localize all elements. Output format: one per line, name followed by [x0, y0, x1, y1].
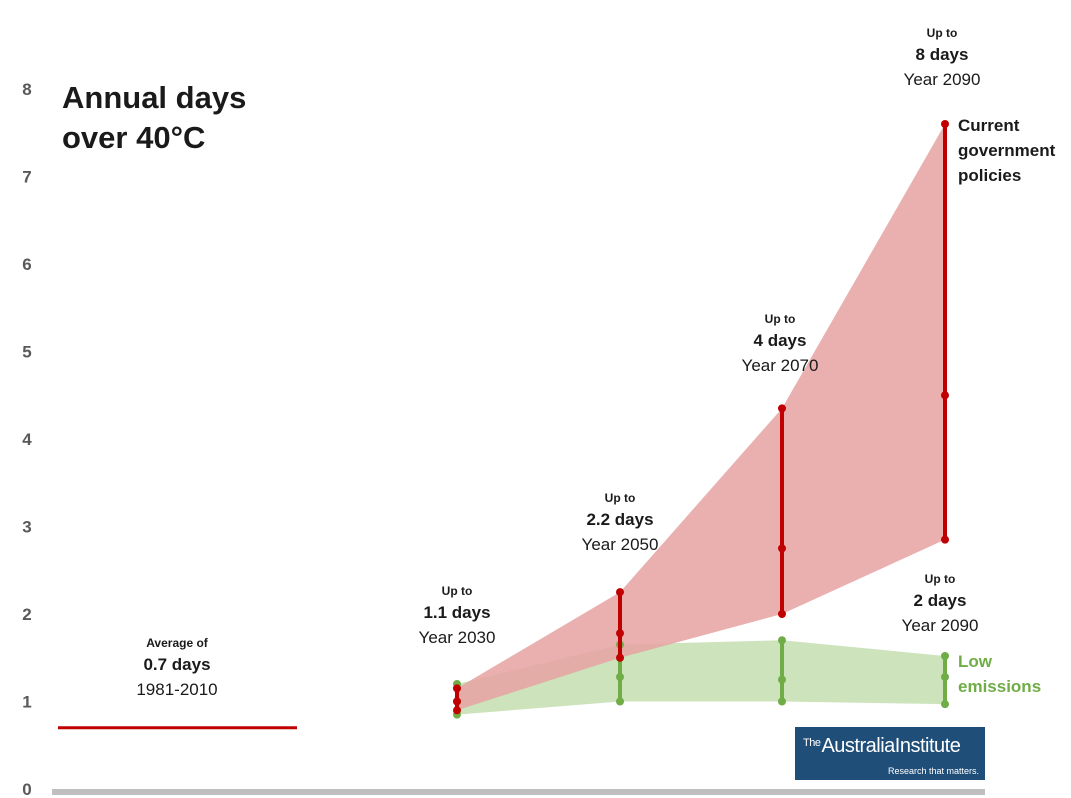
low-emissions-point-low-2090: [941, 700, 949, 709]
series-label-current-2: policies: [958, 166, 1021, 185]
label-2090-current-small: Up to: [927, 26, 958, 40]
chart-title-line-2: over 40°C: [62, 120, 206, 155]
label-2090-current-year: Year 2090: [904, 70, 981, 89]
y-tick-label-3: 3: [22, 518, 31, 537]
baseline-label-value: 0.7 days: [143, 655, 210, 674]
y-tick-label-8: 8: [22, 80, 31, 99]
current-policies-point-low-2090: [941, 535, 949, 544]
series-label-low-0: Low: [958, 652, 993, 671]
low-emissions-point-mid-2090: [941, 673, 949, 681]
label-2070-year: Year 2070: [742, 356, 819, 375]
current-policies-point-mid-2070: [778, 544, 786, 553]
current-policies-point-low-2030: [453, 706, 461, 715]
y-tick-label-6: 6: [22, 255, 31, 274]
low-emissions-point-mid-2070: [778, 675, 786, 684]
series-label-low-1: emissions: [958, 677, 1041, 696]
y-tick-label-2: 2: [22, 605, 31, 624]
label-2090-low-small: Up to: [925, 572, 956, 586]
current-policies-point-mid-2050: [616, 629, 624, 638]
label-2050-value: 2.2 days: [586, 510, 653, 529]
y-tick-label-0: 0: [22, 780, 31, 798]
y-tick-label-1: 1: [22, 693, 31, 712]
current-policies-point-low-2070: [778, 610, 786, 618]
logo-name-prefix: The: [803, 737, 821, 749]
baseline-label-year: 1981-2010: [136, 680, 217, 699]
baseline-label-small: Average of: [146, 636, 209, 650]
low-emissions-point-high-2090: [941, 652, 949, 660]
label-2090-low-year: Year 2090: [902, 616, 979, 635]
logo-name: TheAustraliaInstitute: [803, 735, 961, 758]
label-2090-current-value: 8 days: [916, 45, 969, 64]
y-tick-label-4: 4: [22, 430, 32, 449]
label-2030-year: Year 2030: [419, 628, 496, 647]
low-emissions-point-high-2070: [778, 636, 786, 645]
current-policies-point-mid-2030: [453, 697, 461, 706]
label-2030-small: Up to: [442, 584, 473, 598]
label-2090-low-value: 2 days: [914, 591, 967, 610]
current-policies-point-high-2070: [778, 404, 786, 413]
low-emissions-point-low-2050: [616, 697, 624, 706]
label-2070-value: 4 days: [754, 331, 807, 350]
logo-tagline: Research that matters.: [887, 766, 979, 776]
label-2030-value: 1.1 days: [423, 603, 490, 622]
series-label-current-1: government: [958, 141, 1056, 160]
chart-title: Annual days over 40°C: [62, 78, 246, 158]
label-2050-year: Year 2050: [582, 535, 659, 554]
logo-name-main: AustraliaInstitute: [821, 735, 961, 757]
current-policies-point-high-2030: [453, 684, 461, 693]
label-2050-small: Up to: [605, 491, 636, 505]
current-policies-point-mid-2090: [941, 391, 949, 400]
series-label-current-0: Current: [958, 116, 1020, 135]
label-2070-small: Up to: [765, 312, 796, 326]
low-emissions-point-mid-2050: [616, 673, 624, 681]
low-emissions-point-low-2070: [778, 697, 786, 706]
current-policies-point-high-2050: [616, 588, 624, 597]
y-tick-label-7: 7: [22, 168, 31, 187]
current-policies-band: [457, 124, 945, 711]
current-policies-point-low-2050: [616, 653, 624, 662]
current-policies-point-high-2090: [941, 120, 949, 128]
australia-institute-logo: TheAustraliaInstitute Research that matt…: [795, 727, 985, 780]
chart-title-line-1: Annual days: [62, 80, 247, 115]
y-tick-label-5: 5: [22, 343, 31, 362]
